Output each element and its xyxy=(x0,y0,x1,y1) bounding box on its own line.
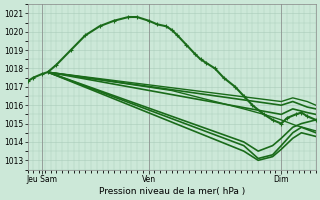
X-axis label: Pression niveau de la mer( hPa ): Pression niveau de la mer( hPa ) xyxy=(99,187,245,196)
